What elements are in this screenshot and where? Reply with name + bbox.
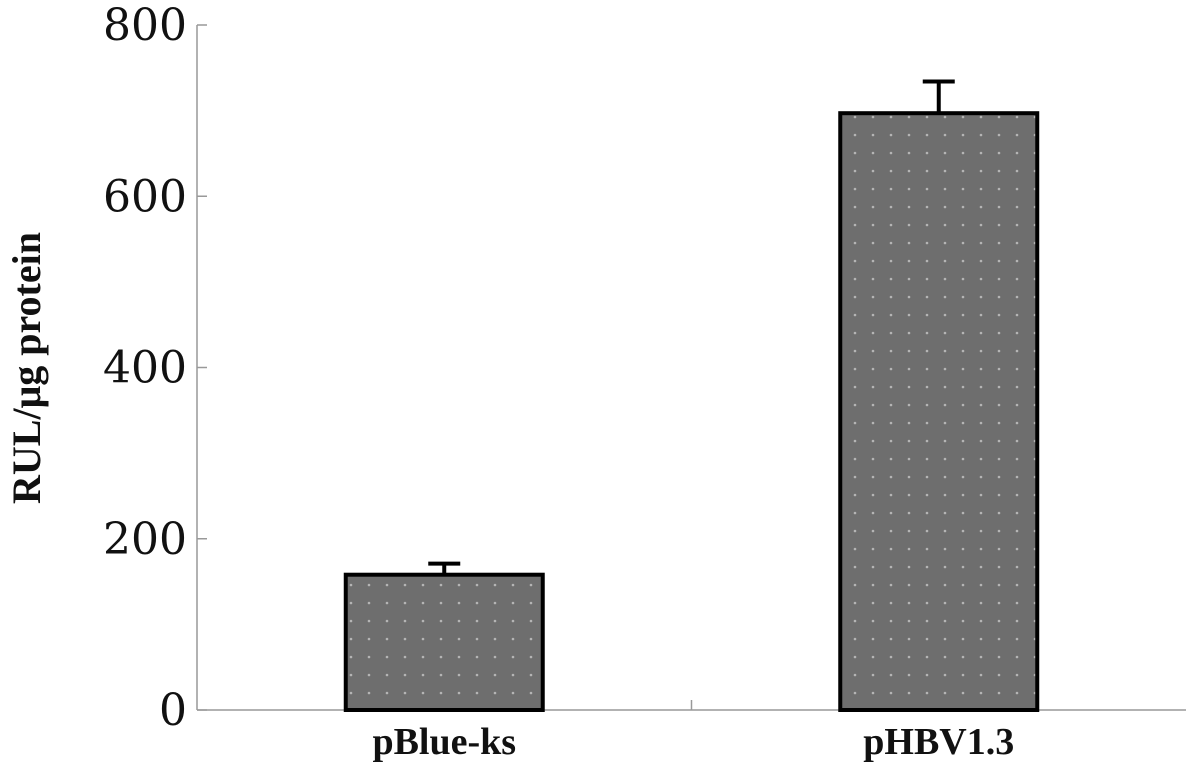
y-tick-label: 600 xyxy=(103,171,187,222)
y-tick-label: 200 xyxy=(103,514,187,565)
y-tick-label: 400 xyxy=(103,343,187,394)
bar xyxy=(343,572,545,713)
labels: 0 200 400 600 800 pBlue-ks pHBV1.3 xyxy=(103,0,1014,763)
y-axis-title: RUL/μg protein xyxy=(4,232,49,504)
x-category-label: pHBV1.3 xyxy=(863,721,1014,763)
bars xyxy=(343,79,1040,713)
bar xyxy=(838,111,1040,713)
y-tick-label: 800 xyxy=(103,0,187,51)
x-category-label: pBlue-ks xyxy=(372,721,516,763)
y-tick-label: 0 xyxy=(159,685,187,736)
